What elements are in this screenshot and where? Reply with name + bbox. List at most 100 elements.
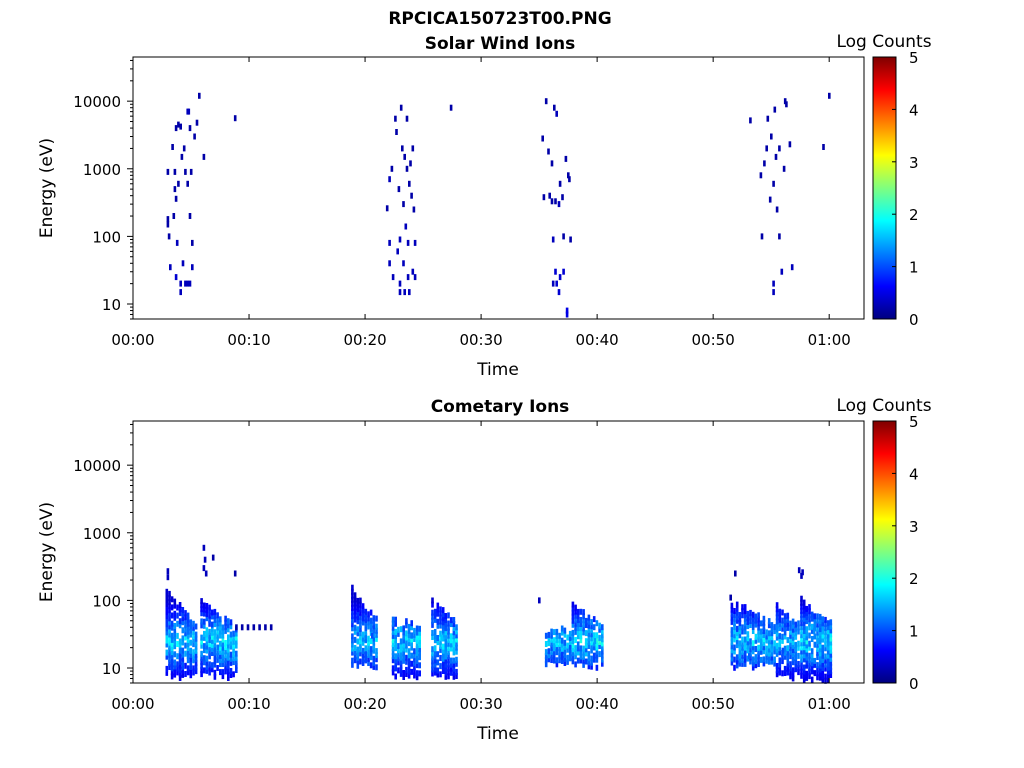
cometary-data-cell — [203, 634, 206, 641]
solar-wind-data-cell — [166, 216, 170, 223]
cometary-data-cell — [566, 634, 569, 641]
cometary-data-cell — [165, 641, 169, 648]
cometary-data-cell — [410, 636, 413, 643]
cometary-data-cell — [232, 646, 235, 653]
cometary-data-cell — [587, 622, 591, 629]
cometary-data-cell — [802, 656, 806, 663]
cometary-data-cell — [208, 649, 211, 656]
solar-wind-data-cell — [541, 135, 544, 142]
cometary-data-cell — [394, 633, 397, 639]
cometary-data-cell — [587, 626, 591, 633]
cometary-data-cell — [805, 646, 809, 653]
cometary-data-cell — [563, 660, 567, 666]
cometary-data-cell — [192, 657, 195, 664]
cometary-data-cell — [730, 655, 734, 662]
cometary-data-cell — [447, 669, 450, 676]
cometary-data-cell — [353, 628, 357, 635]
cometary-data-cell — [601, 660, 604, 667]
cometary-data-cell — [444, 625, 448, 632]
cometary-data-cell — [563, 639, 567, 646]
cometary-data-cell — [205, 643, 209, 650]
cometary-data-cell — [165, 613, 169, 620]
cometary-data-cell — [584, 617, 588, 624]
cometary-data-cell — [439, 638, 442, 645]
cometary-data-cell — [824, 657, 827, 664]
cometary-data-cell — [351, 588, 354, 595]
solar-wind-x-tick-label: 01:00 — [808, 331, 851, 349]
cometary-data-cell — [359, 605, 362, 612]
cometary-data-cell — [781, 647, 785, 654]
cometary-data-cell — [184, 610, 187, 617]
cometary-data-cell — [818, 630, 822, 637]
cometary-data-cell — [372, 619, 376, 626]
cometary-y-tick-label: 10000 — [73, 457, 121, 475]
cometary-data-cell — [587, 618, 591, 625]
cometary-data-cell — [359, 597, 362, 604]
cometary-data-cell — [402, 653, 405, 660]
cometary-data-cell — [754, 633, 758, 640]
solar-wind-data-cell — [396, 248, 399, 255]
cometary-data-cell — [800, 624, 803, 631]
cometary-data-cell — [168, 647, 171, 654]
cometary-data-cell — [563, 651, 567, 658]
cometary-data-cell — [372, 659, 376, 666]
cometary-data-cell — [781, 633, 784, 640]
cometary-data-cell — [211, 613, 214, 620]
cometary-data-cell — [433, 649, 437, 656]
solar-wind-data-cell — [403, 289, 406, 296]
cometary-data-cell — [402, 641, 405, 648]
cometary-data-cell — [757, 620, 760, 627]
cometary-data-cell — [778, 657, 782, 664]
cometary-data-cell — [232, 638, 235, 645]
cometary-data-cell — [353, 600, 357, 607]
cometary-data-cell — [547, 652, 551, 659]
solar-wind-data-cell — [565, 307, 569, 314]
cometary-data-cell — [211, 625, 214, 632]
cometary-data-cell — [375, 623, 378, 630]
cometary-data-cell — [418, 642, 421, 648]
cometary-ylabel: Energy (eV) — [37, 502, 57, 602]
cometary-data-cell — [791, 638, 795, 645]
cometary-data-cell — [733, 612, 736, 618]
cometary-data-cell — [818, 670, 822, 677]
cometary-data-cell — [587, 643, 591, 649]
solar-wind-data-cell — [388, 176, 391, 183]
cometary-data-cell — [229, 631, 233, 638]
solar-wind-x-ticks: 00:00 00:10 00:20 00:30 00:40 00:50 01:00 — [111, 57, 851, 349]
cometary-data-cell — [802, 615, 806, 622]
cometary-data-cell — [743, 644, 747, 651]
cometary-data-cell — [186, 669, 190, 676]
cometary-data-cell — [229, 668, 233, 674]
cometary-data-cell — [173, 671, 177, 678]
cometary-data-cell — [455, 656, 458, 663]
cometary-x-tick-label: 00:20 — [343, 695, 386, 713]
cometary-data-cell — [364, 625, 368, 631]
cometary-data-cell — [165, 592, 169, 599]
cometary-data-cell — [359, 622, 362, 628]
cometary-data-cell — [447, 640, 450, 647]
cometary-data-cell — [824, 673, 827, 680]
cometary-data-cell — [558, 649, 561, 656]
cometary-data-cell — [797, 669, 800, 676]
cometary-data-cell — [356, 602, 360, 608]
cometary-data-cell — [574, 628, 577, 635]
cometary-data-cell — [410, 624, 413, 631]
cometary-data-cell — [189, 623, 193, 630]
cometary-data-cell — [821, 620, 825, 627]
cometary-data-cell — [765, 633, 768, 640]
cometary-data-cell — [590, 631, 593, 638]
cometary-data-cell — [767, 642, 771, 649]
cometary-data-cell — [767, 630, 771, 637]
cometary-data-cell — [582, 617, 585, 624]
cometary-data-cell — [800, 616, 803, 622]
cometary-data-cell — [221, 624, 225, 631]
solar-wind-data-cell — [565, 311, 569, 318]
cometary-data-cell — [805, 658, 809, 665]
cometary-data-cell — [582, 621, 585, 628]
cometary-data-cell — [746, 639, 750, 646]
solar-wind-data-cell — [177, 180, 180, 187]
cometary-data-cell — [361, 619, 365, 626]
cometary-data-cell — [203, 655, 206, 662]
cometary-data-cell — [181, 659, 185, 666]
